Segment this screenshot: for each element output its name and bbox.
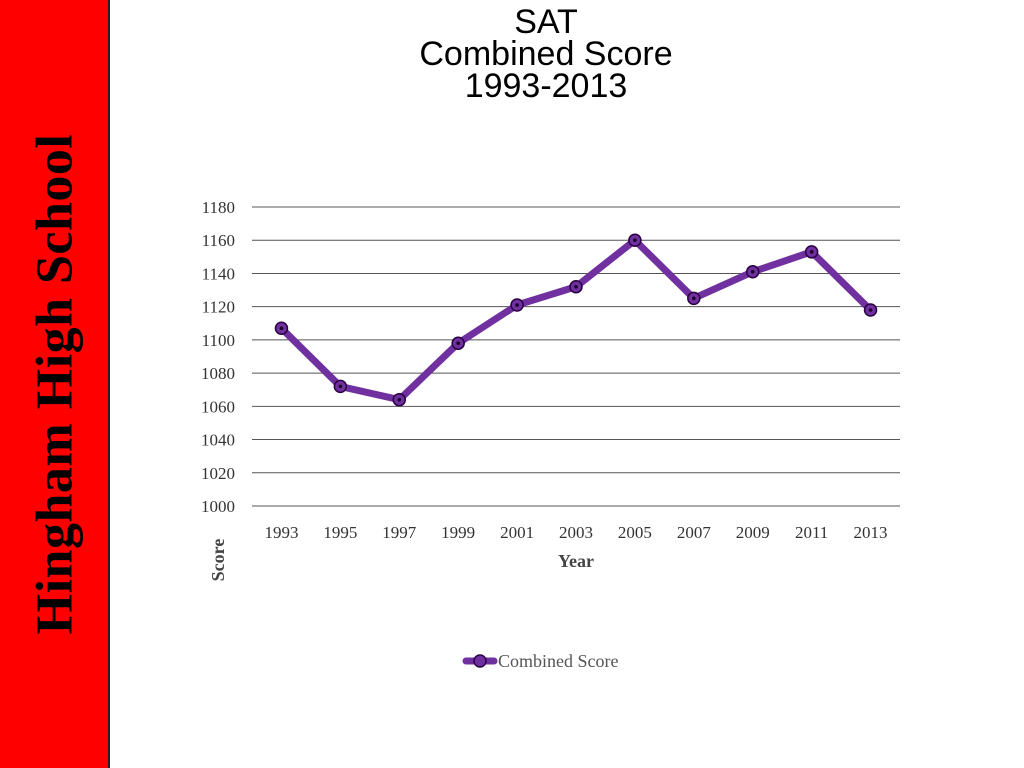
data-point-center <box>750 269 755 274</box>
x-tick-label: 2011 <box>795 523 828 542</box>
data-point-center <box>338 384 343 389</box>
x-tick-label: 1993 <box>264 523 298 542</box>
legend-swatch-marker <box>473 654 487 668</box>
y-tick-label: 1140 <box>202 264 235 283</box>
data-point-center <box>515 303 519 307</box>
data-point-center <box>574 284 578 289</box>
y-tick-label: 1080 <box>201 364 235 383</box>
data-point-center <box>397 397 402 402</box>
y-tick-label: 1160 <box>202 231 235 250</box>
sidebar-banner: Hingham High School <box>0 0 110 768</box>
data-point-center <box>456 341 460 346</box>
data-point-center <box>868 308 873 312</box>
title-line-1: SAT <box>514 3 578 41</box>
y-tick-label: 1180 <box>202 198 235 217</box>
y-tick-label: 1020 <box>201 464 235 483</box>
title-line-3: 1993-2013 <box>464 67 628 105</box>
x-tick-label: 2003 <box>559 523 593 542</box>
y-tick-label: 1060 <box>201 397 235 416</box>
x-tick-label: 1997 <box>382 523 417 542</box>
x-axis-title: Year <box>558 551 594 571</box>
y-tick-label: 1100 <box>202 331 235 350</box>
data-point-center <box>809 250 814 254</box>
data-point-center <box>692 296 696 301</box>
y-tick-label: 1000 <box>201 497 235 516</box>
series-line <box>277 236 875 404</box>
x-tick-label: 1995 <box>323 523 357 542</box>
x-tick-label: 2009 <box>736 523 770 542</box>
x-tick-label: 2007 <box>677 523 712 542</box>
x-tick-label: 2001 <box>500 523 534 542</box>
data-point-center <box>279 326 284 331</box>
y-axis-title: Score <box>208 539 228 582</box>
x-tick-label: 1999 <box>441 523 475 542</box>
x-tick-label: 2013 <box>854 523 888 542</box>
data-point-center <box>633 238 637 243</box>
x-tick-label: 2005 <box>618 523 652 542</box>
y-tick-label: 1120 <box>202 298 235 317</box>
y-tick-label: 1040 <box>201 431 235 450</box>
chart-title: SAT Combined Score 1993-2013 <box>330 3 762 105</box>
title-line-2: Combined Score <box>419 35 673 73</box>
legend-label: Combined Score <box>498 651 618 671</box>
